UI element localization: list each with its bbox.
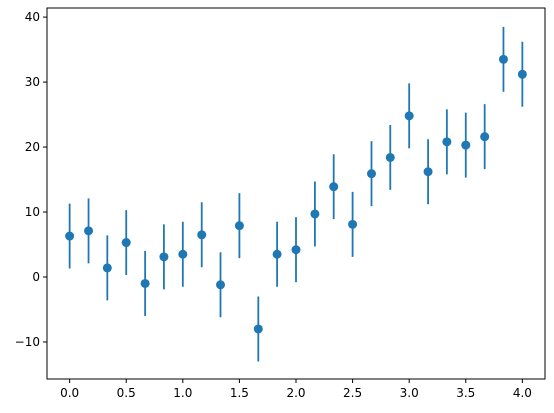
point (84, 226, 94, 236)
point (385, 152, 395, 162)
point (197, 230, 207, 240)
point (480, 132, 490, 142)
point (65, 231, 75, 241)
point (442, 137, 452, 147)
point (272, 249, 282, 259)
y-tick-label: 10 (25, 205, 40, 219)
point (461, 140, 471, 150)
point (498, 54, 508, 64)
point (253, 324, 263, 334)
point (310, 209, 320, 219)
point (366, 169, 376, 179)
plot-frame (46, 7, 546, 380)
x-tick-label: 1.5 (230, 386, 249, 400)
y-tick-label: 0 (32, 270, 40, 284)
x-tick-label: 3.0 (400, 386, 419, 400)
point (234, 221, 244, 231)
y-tick-label: −10 (15, 335, 40, 349)
point (178, 249, 188, 259)
x-tick-label: 2.5 (343, 386, 362, 400)
x-tick-label: 3.5 (456, 386, 475, 400)
point (102, 263, 112, 273)
y-tick-label: 40 (25, 10, 40, 24)
x-tick-label: 0.0 (60, 386, 79, 400)
y-tick-label: 20 (25, 140, 40, 154)
point (216, 280, 226, 290)
x-tick-label: 1.0 (173, 386, 192, 400)
y-tick-label: 30 (25, 75, 40, 89)
x-tick-label: 2.0 (286, 386, 305, 400)
x-tick-label: 0.5 (117, 386, 136, 400)
point (348, 219, 358, 229)
point (121, 238, 131, 248)
point (140, 278, 150, 288)
point (517, 69, 527, 79)
point (329, 182, 339, 192)
x-tick-label: 4.0 (513, 386, 532, 400)
point (404, 111, 414, 121)
point (159, 252, 169, 262)
point (291, 245, 301, 255)
point (423, 167, 433, 177)
